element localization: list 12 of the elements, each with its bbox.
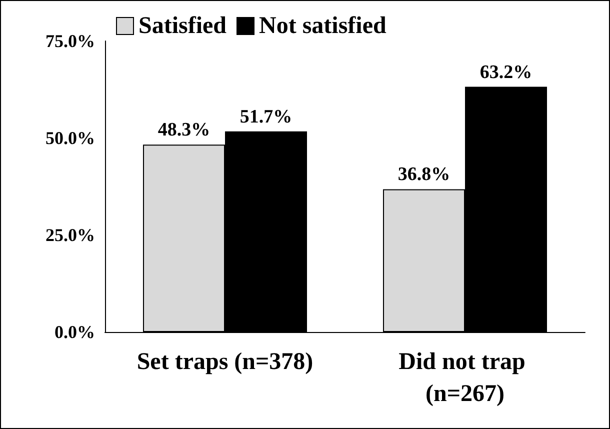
y-tick-label: 0.0%: [54, 322, 95, 342]
data-label: 51.7%: [240, 106, 292, 128]
x-tick-label: Did not trap (n=267): [398, 349, 532, 407]
data-label: 36.8%: [398, 164, 450, 186]
data-label: 63.2%: [480, 62, 532, 83]
legend-label: Satisfied: [138, 13, 228, 39]
data-label: 48.3%: [158, 120, 210, 141]
legend-label: Not satisfied: [259, 13, 387, 39]
y-tick-label: 50.0%: [46, 128, 95, 148]
x-tick-label: Set traps (n=378): [136, 349, 314, 375]
y-tick-label: 25.0%: [46, 225, 95, 245]
y-tick-label: 75.0%: [46, 31, 95, 51]
